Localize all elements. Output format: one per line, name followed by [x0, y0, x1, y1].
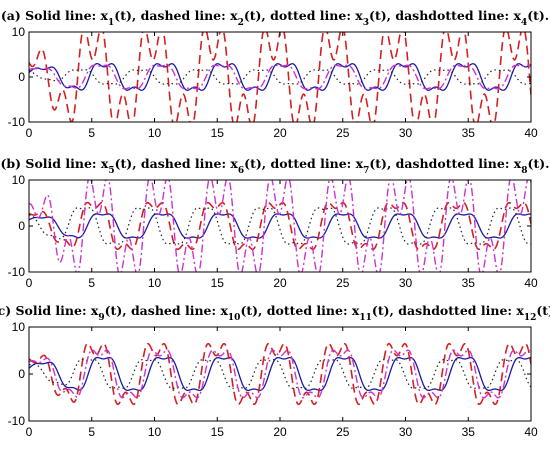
title-text: (t).	[527, 8, 549, 23]
x-tick-label: 5	[88, 425, 95, 439]
x-tick-label: 40	[524, 276, 538, 290]
panel-title: (c) Solid line: x9(t), dashed line: x10(…	[0, 303, 550, 323]
x-tick-label: 15	[211, 276, 225, 290]
x-tick-label: 10	[148, 126, 162, 140]
x-tick-label: 0	[26, 126, 33, 140]
x-tick-label: 35	[462, 126, 476, 140]
title-text: (t).	[528, 156, 550, 171]
title-text: (t), dashdotted line: x	[372, 303, 524, 318]
x-tick-label: 20	[273, 276, 287, 290]
series-line-solid	[29, 356, 531, 392]
x-tick-label: 35	[462, 425, 476, 439]
y-tick-label: -10	[8, 265, 26, 279]
x-tick-label: 15	[211, 126, 225, 140]
y-tick-label: 10	[12, 25, 26, 39]
x-tick-label: 5	[88, 126, 95, 140]
x-tick-label: 0	[26, 425, 33, 439]
panel-title: (a) Solid line: x1(t), dashed line: x2(t…	[1, 8, 549, 28]
series-line-dashdotted	[29, 180, 531, 272]
x-tick-label: 20	[273, 425, 287, 439]
x-tick-label: 10	[148, 425, 162, 439]
panel-1: (a) Solid line: x1(t), dashed line: x2(t…	[1, 8, 549, 140]
title-subscript: 5	[108, 166, 114, 176]
series-line-dotted	[29, 69, 531, 85]
series-line-solid	[29, 62, 531, 91]
series-line-dashdotted	[29, 64, 531, 90]
y-tick-label: 10	[12, 320, 26, 334]
x-tick-label: 0	[26, 276, 33, 290]
panel-title: (b) Solid line: x5(t), dashed line: x6(t…	[1, 156, 550, 176]
title-text: (t), dotted line: x	[244, 156, 363, 171]
series-line-dashed	[29, 342, 531, 406]
x-tick-label: 25	[336, 276, 350, 290]
title-text: (a) Solid line: x	[1, 8, 109, 23]
title-subscript: 8	[521, 166, 527, 176]
title-text: (t), dotted line: x	[244, 8, 363, 23]
x-tick-label: 40	[524, 425, 538, 439]
series-line-dotted	[29, 207, 531, 245]
x-tick-label: 15	[211, 425, 225, 439]
title-text: (t).	[536, 303, 550, 318]
y-tick-label: 0	[18, 367, 25, 381]
x-tick-label: 30	[399, 425, 413, 439]
title-subscript: 11	[359, 313, 372, 323]
title-text: (c) Solid line: x	[0, 303, 99, 318]
series-line-dashdotted	[29, 349, 531, 399]
y-tick-label: 0	[18, 219, 25, 233]
y-tick-label: -10	[8, 414, 26, 428]
series-group	[29, 342, 531, 406]
x-tick-label: 30	[399, 276, 413, 290]
x-tick-label: 10	[148, 276, 162, 290]
series-group	[29, 180, 531, 272]
title-subscript: 3	[363, 18, 369, 28]
y-tick-label: 10	[12, 173, 26, 187]
x-tick-label: 40	[524, 126, 538, 140]
title-subscript: 9	[98, 313, 104, 323]
title-subscript: 1	[108, 18, 114, 28]
title-text: (t), dashed line: x	[105, 303, 229, 318]
y-tick-label: 0	[18, 70, 25, 84]
title-text: (t), dashed line: x	[114, 8, 238, 23]
title-text: (b) Solid line: x	[1, 156, 109, 171]
x-tick-label: 25	[336, 126, 350, 140]
title-text: (t), dotted line: x	[240, 303, 359, 318]
x-tick-label: 25	[336, 425, 350, 439]
title-text: (t), dashdotted line: x	[369, 8, 521, 23]
title-subscript: 4	[521, 18, 527, 28]
title-subscript: 7	[363, 166, 369, 176]
x-tick-label: 30	[399, 126, 413, 140]
x-tick-label: 35	[462, 276, 476, 290]
panel-3: (c) Solid line: x9(t), dashed line: x10(…	[0, 303, 550, 439]
title-subscript: 10	[228, 313, 241, 323]
x-tick-label: 5	[88, 276, 95, 290]
series-line-dotted	[29, 358, 531, 389]
title-subscript: 6	[238, 166, 244, 176]
title-text: (t), dashdotted line: x	[369, 156, 521, 171]
title-text: (t), dashed line: x	[115, 156, 239, 171]
title-subscript: 2	[238, 18, 244, 28]
panel-2: (b) Solid line: x5(t), dashed line: x6(t…	[1, 156, 550, 290]
x-tick-label: 20	[273, 126, 287, 140]
y-tick-label: -10	[8, 115, 26, 129]
title-subscript: 12	[524, 313, 537, 323]
